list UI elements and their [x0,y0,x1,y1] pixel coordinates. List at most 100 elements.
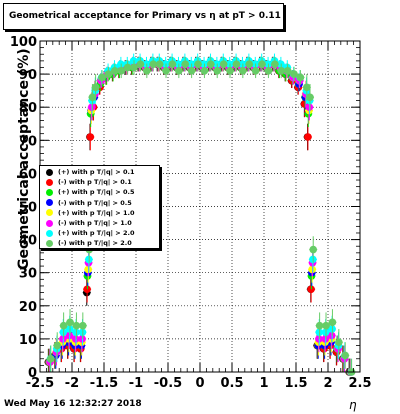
legend-label: (-) with p T/|q| > 0.5 [58,198,132,207]
data-point [277,66,286,75]
legend-entry: (+) with p T/|q| > 1.0 [40,208,159,218]
data-point [207,60,215,68]
x-tick-label: 2.5 [348,376,371,391]
data-point [304,133,312,141]
x-axis-label: η [349,398,357,412]
data-point [155,60,164,68]
y-tick-label: 90 [19,68,37,83]
x-tick-label: -1 [129,376,143,391]
legend-marker-icon [40,199,58,207]
y-tick-label: 20 [19,300,37,315]
data-point [162,66,170,75]
legend-label: (+) with p T/|q| > 0.5 [58,188,135,197]
data-point [219,60,228,68]
legend-label: (-) with p T/|q| > 1.0 [58,219,132,228]
x-tick-label: 1.5 [284,376,307,391]
data-point [200,66,209,75]
data-markers [44,53,356,376]
legend-entry: (-) with p T/|q| > 0.5 [40,198,159,208]
data-point [271,60,279,68]
data-point [181,60,190,68]
legend-marker-icon [40,178,58,186]
data-point [232,60,241,68]
data-point [290,70,298,78]
legend-marker-icon [40,188,58,196]
data-point [111,66,119,75]
data-point [168,60,177,68]
x-tick-label: 0 [195,376,204,391]
data-point [341,351,350,360]
data-point [59,321,68,330]
y-tick-label: 0 [28,366,37,381]
y-tick-label: 60 [19,167,37,182]
legend-entry: (-) with p T/|q| > 0.1 [40,177,159,187]
data-point [335,338,343,347]
data-point [303,83,311,92]
legend-dot-icon [45,178,53,186]
data-point [322,321,330,330]
timestamp-footer: Wed May 16 12:32:27 2018 [4,399,142,409]
series-8 [46,56,356,376]
legend-label: (-) with p T/|q| > 0.1 [58,178,132,187]
data-point [251,66,260,75]
data-point [123,63,132,72]
legend-entry: (+) with p T/|q| > 0.5 [40,187,159,197]
legend-marker-icon [40,168,58,176]
data-point [72,321,81,330]
legend-dot-icon [45,229,53,237]
data-point [283,66,292,75]
legend-marker-icon [40,239,58,247]
data-point [258,60,266,68]
legend-dot-icon [45,219,53,227]
legend-dot-icon [45,199,53,207]
data-point [143,66,151,75]
data-point [47,354,55,363]
legend-label: (+) with p T/|q| > 2.0 [58,229,135,238]
data-point [130,63,138,72]
data-point [226,66,234,75]
data-point [66,318,74,327]
y-tick-label: 70 [19,134,37,149]
data-point [98,73,106,82]
data-point [309,245,318,254]
data-point [91,83,100,92]
data-point [117,66,126,75]
legend-entry: (+) with p T/|q| > 2.0 [40,228,159,238]
legend-dot-icon [45,209,53,217]
legend-entry: (-) with p T/|q| > 1.0 [40,218,159,228]
data-point [175,66,183,75]
legend-label: (-) with p T/|q| > 2.0 [58,239,132,248]
data-point [239,66,247,75]
data-point [149,60,158,68]
legend-dot-icon [45,239,53,247]
data-point [264,66,273,75]
legend-entry: (+) with p T/|q| > 0.1 [40,167,159,177]
y-axis-label: Geometrical acceptance (%) [16,48,32,270]
y-tick-label: 80 [19,101,37,116]
y-tick-label: 100 [10,35,37,50]
data-point [315,321,324,330]
data-point [194,60,202,68]
legend-entry: (-) with p T/|q| > 2.0 [40,238,159,248]
y-tick-label: 50 [19,201,37,216]
y-tick-label: 40 [19,234,37,249]
legend-marker-icon [40,219,58,227]
data-point [88,93,97,102]
data-point [187,66,196,75]
data-point [296,73,305,82]
x-tick-label: 1 [259,376,268,391]
data-point [79,321,87,330]
data-point [86,133,95,141]
chart-title: Geometrical acceptance for Primary vs η … [3,3,284,30]
legend: (+) with p T/|q| > 0.1 (-) with p T/|q| >… [39,165,160,249]
legend-dot-icon [45,168,53,176]
data-point [104,70,113,78]
data-point [53,341,62,350]
legend-marker-icon [40,229,58,237]
legend-label: (+) with p T/|q| > 0.1 [58,168,135,177]
legend-label: (+) with p T/|q| > 1.0 [58,208,135,217]
y-tick-label: 30 [19,267,37,282]
x-tick-label: -2 [65,376,79,391]
x-tick-label: 2 [323,376,332,391]
